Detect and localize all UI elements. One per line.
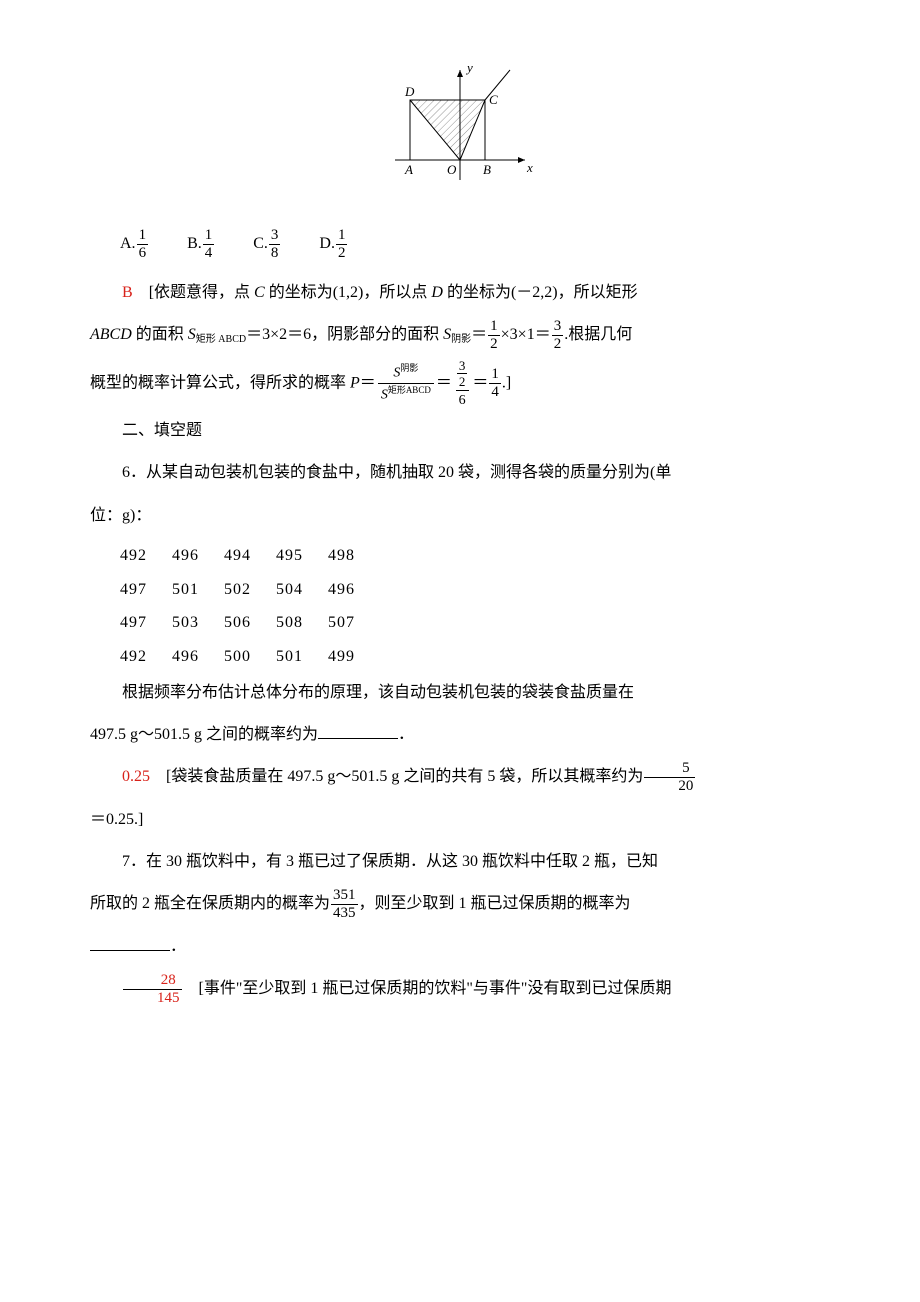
q5-choices: A.16 B.14 C.38 D.12 <box>120 225 830 263</box>
svg-text:C: C <box>489 92 498 107</box>
svg-text:O: O <box>447 162 457 177</box>
svg-text:A: A <box>404 162 413 177</box>
coord-diagram: y x D C A O B <box>375 60 545 200</box>
q7-answer: 28145 [事件"至少取到 1 瓶已过保质期的饮料"与事件"没有取到已过保质期 <box>90 970 830 1008</box>
q6-data-table: 492496494495498 497501502504496 49750350… <box>90 539 830 673</box>
answer-letter: B <box>122 284 133 301</box>
svg-text:y: y <box>465 60 473 75</box>
q7-stem-a: 7．在 30 瓶饮料中，有 3 瓶已过了保质期．从这 30 瓶饮料中任取 2 瓶… <box>90 843 830 881</box>
q7-answer-frac: 28145 <box>123 973 182 1006</box>
blank-q6 <box>318 723 398 739</box>
q5-answer-line2: ABCD 的面积 S矩形 ABCD＝3×2＝6，阴影部分的面积 S阴影＝12×3… <box>90 316 830 354</box>
q6-stem-d: 497.5 g～501.5 g 之间的概率约为． <box>90 716 830 754</box>
q6-answer-b: ＝0.25.] <box>90 801 830 839</box>
choice-C: C.38 <box>253 225 281 263</box>
figure-q5: y x D C A O B <box>90 60 830 215</box>
svg-text:B: B <box>483 162 491 177</box>
q6-stem-c: 根据频率分布估计总体分布的原理，该自动包装机包装的袋装食盐质量在 <box>90 674 830 712</box>
svg-text:D: D <box>404 84 415 99</box>
choice-D: D.12 <box>319 225 348 263</box>
svg-text:x: x <box>526 160 533 175</box>
section-2-title: 二、填空题 <box>90 412 830 450</box>
choice-B: B.14 <box>187 225 215 263</box>
q6-stem-a: 6．从某自动包装机包装的食盐中，随机抽取 20 袋，测得各袋的质量分别为(单 <box>90 454 830 492</box>
choice-A: A.16 <box>120 225 149 263</box>
q5-answer-line3: 概型的概率计算公式，得所求的概率 P＝S阴影S矩形ABCD＝326＝14.] <box>90 359 830 408</box>
q7-stem-c: ． <box>90 928 830 966</box>
q6-answer: 0.25 [袋装食盐质量在 497.5 g～501.5 g 之间的共有 5 袋，… <box>90 758 830 796</box>
blank-q7 <box>90 935 170 951</box>
q7-stem-b: 所取的 2 瓶全在保质期内的概率为351435，则至少取到 1 瓶已过保质期的概… <box>90 885 830 923</box>
q6-stem-b: 位：g)： <box>90 497 830 535</box>
q5-answer-line1: B [依题意得，点 C 的坐标为(1,2)，所以点 D 的坐标为(－2,2)，所… <box>90 274 830 312</box>
